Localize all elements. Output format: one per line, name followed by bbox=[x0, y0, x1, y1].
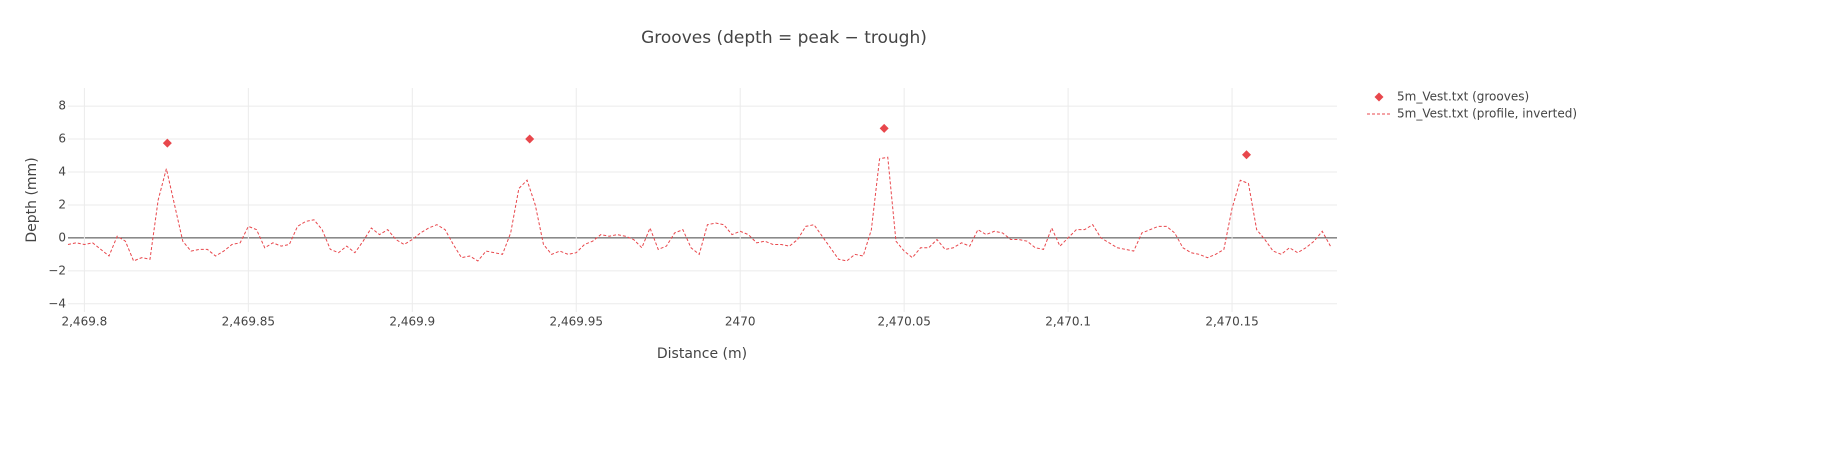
groove-marker bbox=[162, 138, 172, 148]
x-tick-label: 2,469.8 bbox=[61, 315, 107, 329]
x-tick-label: 2,470.1 bbox=[1045, 315, 1091, 329]
y-tick-label: −4 bbox=[48, 296, 66, 310]
y-tick-label: 2 bbox=[58, 197, 66, 211]
legend-label: 5m_Vest.txt (grooves) bbox=[1397, 90, 1529, 104]
profile-line bbox=[67, 156, 1331, 262]
groove-marker bbox=[879, 123, 889, 133]
x-tick-label: 2,470.05 bbox=[877, 315, 930, 329]
groove-marker bbox=[525, 134, 535, 144]
legend-label: 5m_Vest.txt (profile, inverted) bbox=[1397, 107, 1577, 121]
groove-marker bbox=[1241, 150, 1251, 160]
x-tick-label: 2,469.85 bbox=[222, 315, 275, 329]
y-tick-label: 0 bbox=[58, 230, 66, 244]
legend-marker bbox=[1374, 92, 1384, 102]
y-tick-label: 4 bbox=[58, 165, 66, 179]
x-axis-title: Distance (m) bbox=[657, 346, 747, 362]
y-tick-label: 8 bbox=[58, 99, 66, 113]
chart-title: Grooves (depth = peak − trough) bbox=[641, 28, 927, 48]
y-axis-title: Depth (mm) bbox=[24, 157, 40, 242]
x-tick-label: 2,470.15 bbox=[1205, 315, 1258, 329]
x-tick-label: 2,469.9 bbox=[389, 315, 435, 329]
y-tick-label: −2 bbox=[48, 263, 66, 277]
x-tick-label: 2,469.95 bbox=[550, 315, 603, 329]
y-tick-label: 6 bbox=[58, 132, 66, 146]
x-tick-label: 2470 bbox=[725, 315, 756, 329]
